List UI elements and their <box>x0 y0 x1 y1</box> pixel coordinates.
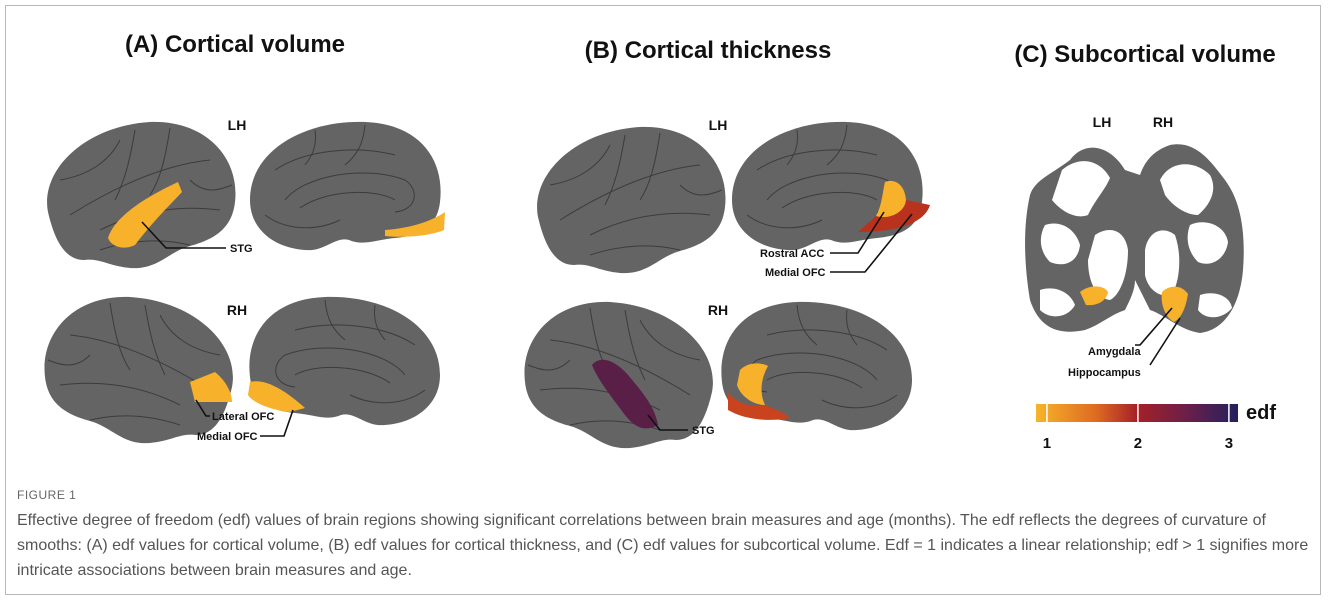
colorbar-label: edf <box>1246 402 1276 424</box>
hemisphere-label: RH <box>708 302 728 318</box>
region-label: Amygdala <box>1088 346 1141 358</box>
figure: (A) Cortical volume (B) Cortical thickne… <box>43 31 1276 452</box>
colorbar-tick-label: 2 <box>1134 435 1142 452</box>
region-label: Medial OFC <box>765 267 826 279</box>
colorbar-gradient <box>1036 404 1238 422</box>
panel-title: (A) Cortical volume <box>125 31 345 58</box>
subcortical-section <box>1025 144 1244 333</box>
hemisphere-label: LH <box>228 117 247 133</box>
panel-title: (C) Subcortical volume <box>1014 41 1275 68</box>
colorbar-tick-label: 3 <box>1225 435 1233 452</box>
brain-views <box>523 121 930 449</box>
region-label: Lateral OFC <box>212 411 274 423</box>
hemisphere-label: LH <box>1093 114 1112 130</box>
colorbar: edf <box>1036 402 1276 424</box>
hemisphere-label: RH <box>227 302 247 318</box>
hemisphere-label: RH <box>1153 114 1173 130</box>
brain-views <box>43 121 445 444</box>
colorbar-tick-label: 1 <box>1043 435 1051 452</box>
figure-frame <box>5 5 1321 595</box>
panel-title: (B) Cortical thickness <box>585 37 832 64</box>
region-label: STG <box>230 243 253 255</box>
hemisphere-label: LH <box>709 117 728 133</box>
region-label: Hippocampus <box>1068 367 1141 379</box>
caption-text: Effective degree of freedom (edf) values… <box>17 512 1309 579</box>
region-label: STG <box>692 425 715 437</box>
region-label: Rostral ACC <box>760 248 824 260</box>
caption-label: FIGURE 1 <box>17 488 77 502</box>
region-label: Medial OFC <box>197 431 258 443</box>
